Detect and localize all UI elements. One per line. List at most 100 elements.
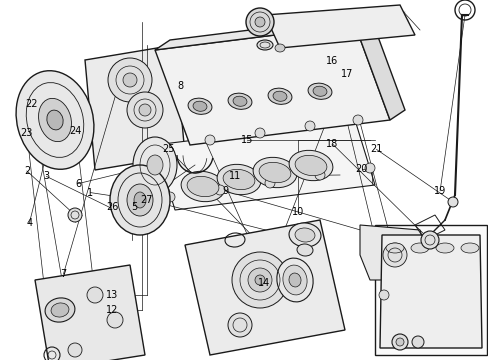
Circle shape xyxy=(157,143,167,153)
Ellipse shape xyxy=(385,243,403,253)
Circle shape xyxy=(411,336,423,348)
Polygon shape xyxy=(155,25,389,145)
Circle shape xyxy=(247,268,271,292)
Circle shape xyxy=(305,121,314,131)
Polygon shape xyxy=(379,235,481,348)
Ellipse shape xyxy=(47,110,63,130)
Circle shape xyxy=(68,208,82,222)
Ellipse shape xyxy=(259,162,290,183)
Ellipse shape xyxy=(223,169,254,190)
Text: 24: 24 xyxy=(69,126,82,136)
Ellipse shape xyxy=(312,86,326,96)
Ellipse shape xyxy=(272,91,286,101)
Text: 8: 8 xyxy=(178,81,183,91)
Text: 22: 22 xyxy=(25,99,38,109)
Text: 14: 14 xyxy=(257,278,270,288)
Text: 12: 12 xyxy=(106,305,119,315)
Circle shape xyxy=(68,343,82,357)
Text: 5: 5 xyxy=(131,202,137,212)
Text: 10: 10 xyxy=(291,207,304,217)
Ellipse shape xyxy=(296,244,312,256)
Ellipse shape xyxy=(127,184,153,216)
Ellipse shape xyxy=(276,258,312,302)
Text: 16: 16 xyxy=(325,56,338,66)
Ellipse shape xyxy=(193,101,206,111)
Text: 15: 15 xyxy=(240,135,253,145)
Circle shape xyxy=(245,8,273,36)
Text: 17: 17 xyxy=(340,69,353,79)
Circle shape xyxy=(204,135,215,145)
Ellipse shape xyxy=(39,98,71,141)
Circle shape xyxy=(254,17,264,27)
Circle shape xyxy=(395,338,403,346)
Polygon shape xyxy=(85,45,184,170)
Circle shape xyxy=(447,197,457,207)
Text: 6: 6 xyxy=(75,179,81,189)
Circle shape xyxy=(87,287,103,303)
Ellipse shape xyxy=(294,156,326,176)
Circle shape xyxy=(231,252,287,308)
Text: 2: 2 xyxy=(24,166,30,176)
Polygon shape xyxy=(264,5,414,48)
Circle shape xyxy=(107,312,123,328)
Ellipse shape xyxy=(187,176,219,197)
Ellipse shape xyxy=(134,192,146,208)
Circle shape xyxy=(215,185,224,195)
Ellipse shape xyxy=(110,165,170,235)
Circle shape xyxy=(254,128,264,138)
Ellipse shape xyxy=(288,150,332,181)
Ellipse shape xyxy=(217,164,261,195)
Circle shape xyxy=(420,231,438,249)
Text: 18: 18 xyxy=(325,139,338,149)
Text: 11: 11 xyxy=(228,171,241,181)
Ellipse shape xyxy=(188,98,211,114)
Ellipse shape xyxy=(294,228,314,242)
Text: 23: 23 xyxy=(20,128,33,138)
Circle shape xyxy=(352,115,362,125)
Circle shape xyxy=(164,192,175,202)
Circle shape xyxy=(227,313,251,337)
Ellipse shape xyxy=(16,71,94,169)
Circle shape xyxy=(254,275,264,285)
Text: 19: 19 xyxy=(433,186,446,196)
Circle shape xyxy=(314,170,325,180)
Ellipse shape xyxy=(147,155,163,175)
Circle shape xyxy=(127,92,163,128)
Ellipse shape xyxy=(283,265,306,295)
Circle shape xyxy=(123,73,137,87)
Ellipse shape xyxy=(133,137,177,193)
Polygon shape xyxy=(35,265,145,360)
Ellipse shape xyxy=(253,157,296,188)
Circle shape xyxy=(108,58,152,102)
Text: 20: 20 xyxy=(355,164,367,174)
Ellipse shape xyxy=(288,223,320,247)
Text: 26: 26 xyxy=(106,202,119,212)
Circle shape xyxy=(264,178,274,188)
Polygon shape xyxy=(155,15,369,50)
Circle shape xyxy=(378,290,388,300)
Text: 4: 4 xyxy=(26,218,32,228)
Text: 13: 13 xyxy=(106,290,119,300)
Ellipse shape xyxy=(274,44,285,52)
Ellipse shape xyxy=(45,298,75,322)
Text: 9: 9 xyxy=(222,186,227,196)
Ellipse shape xyxy=(460,243,478,253)
Polygon shape xyxy=(354,15,404,120)
Text: 1: 1 xyxy=(87,188,93,198)
Bar xyxy=(374,225,486,355)
Circle shape xyxy=(382,243,406,267)
Ellipse shape xyxy=(288,273,301,287)
Text: 27: 27 xyxy=(140,195,153,205)
Ellipse shape xyxy=(227,93,251,109)
Text: 25: 25 xyxy=(162,144,175,154)
Polygon shape xyxy=(155,120,374,210)
Ellipse shape xyxy=(181,171,224,202)
Ellipse shape xyxy=(51,303,69,317)
Ellipse shape xyxy=(435,243,453,253)
Circle shape xyxy=(364,163,374,173)
Circle shape xyxy=(391,334,407,350)
Ellipse shape xyxy=(307,83,331,99)
Ellipse shape xyxy=(233,96,246,106)
Text: 7: 7 xyxy=(61,269,66,279)
Text: 3: 3 xyxy=(43,171,49,181)
